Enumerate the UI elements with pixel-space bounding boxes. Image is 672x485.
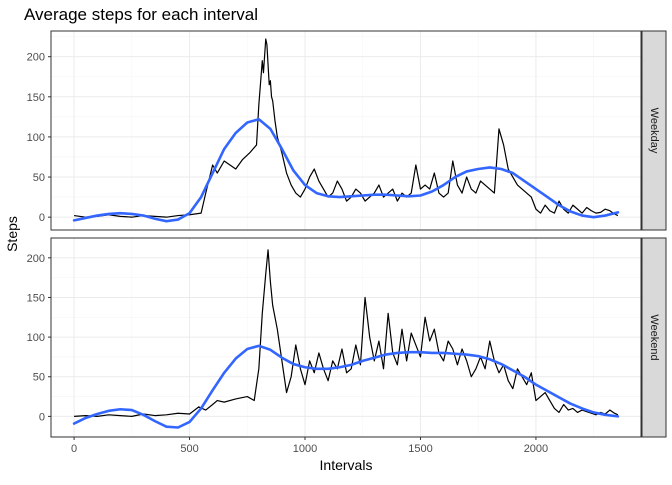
y-tick-label: 100 bbox=[27, 132, 45, 144]
y-tick-label: 100 bbox=[27, 332, 45, 344]
average-steps-line bbox=[74, 249, 619, 417]
y-tick-label: 200 bbox=[27, 253, 45, 265]
x-axis-title: Intervals bbox=[320, 457, 373, 473]
chart-title: Average steps for each interval bbox=[24, 5, 258, 24]
y-tick-label: 150 bbox=[27, 292, 45, 304]
x-tick-label: 2000 bbox=[524, 443, 548, 455]
facet-label-weekday: Weekday bbox=[648, 108, 660, 154]
y-tick-label: 200 bbox=[27, 52, 45, 64]
x-tick-label: 0 bbox=[71, 443, 77, 455]
panel-border bbox=[50, 237, 642, 438]
smooth-trend-line bbox=[72, 117, 620, 223]
y-tick-label: 0 bbox=[39, 212, 45, 224]
x-tick-label: 1500 bbox=[408, 443, 432, 455]
smooth-trend-line bbox=[72, 344, 620, 429]
facet-strip bbox=[641, 237, 667, 438]
y-tick-label: 0 bbox=[39, 411, 45, 423]
facet-strip bbox=[641, 30, 667, 231]
y-axis-title: Steps bbox=[4, 216, 20, 252]
panel-border bbox=[50, 30, 642, 231]
x-tick-label: 1000 bbox=[293, 443, 317, 455]
panel-weekday: 0 50 100 150 200 Weekday bbox=[27, 30, 667, 231]
panel-weekend: 0 50 100 150 200 Weekend 0 500 1000 1500 2000 bbox=[27, 237, 667, 455]
y-tick-label: 50 bbox=[33, 172, 45, 184]
x-tick-label: 500 bbox=[180, 443, 198, 455]
y-tick-label: 50 bbox=[33, 372, 45, 384]
y-tick-label: 150 bbox=[27, 92, 45, 104]
average-steps-line bbox=[74, 38, 619, 218]
facet-label-weekend: Weekend bbox=[648, 314, 660, 360]
